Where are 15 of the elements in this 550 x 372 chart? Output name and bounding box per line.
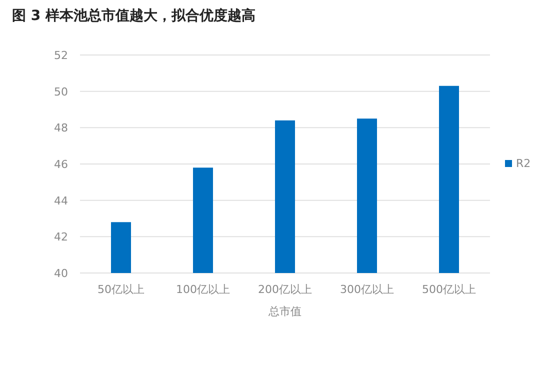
x-tick-label: 300亿以上: [340, 283, 394, 296]
legend-label: R2: [516, 157, 531, 170]
y-tick-label: 44: [54, 194, 68, 208]
y-tick-label: 42: [54, 230, 68, 244]
x-tick-label: 100亿以上: [176, 283, 230, 296]
y-tick-label: 40: [54, 267, 68, 280]
y-tick-label: 52: [54, 49, 68, 62]
y-tick-label: 46: [54, 158, 68, 171]
x-tick-label: 50亿以上: [98, 283, 144, 296]
x-tick-label: 500亿以上: [422, 283, 476, 296]
y-tick-label: 50: [54, 85, 68, 98]
chart-title: 图 3 样本池总市值越大，拟合优度越高: [12, 7, 256, 24]
y-tick-label: 48: [54, 122, 68, 135]
x-axis-title: 总市值: [268, 305, 302, 318]
x-tick-label: 200亿以上: [258, 283, 312, 296]
